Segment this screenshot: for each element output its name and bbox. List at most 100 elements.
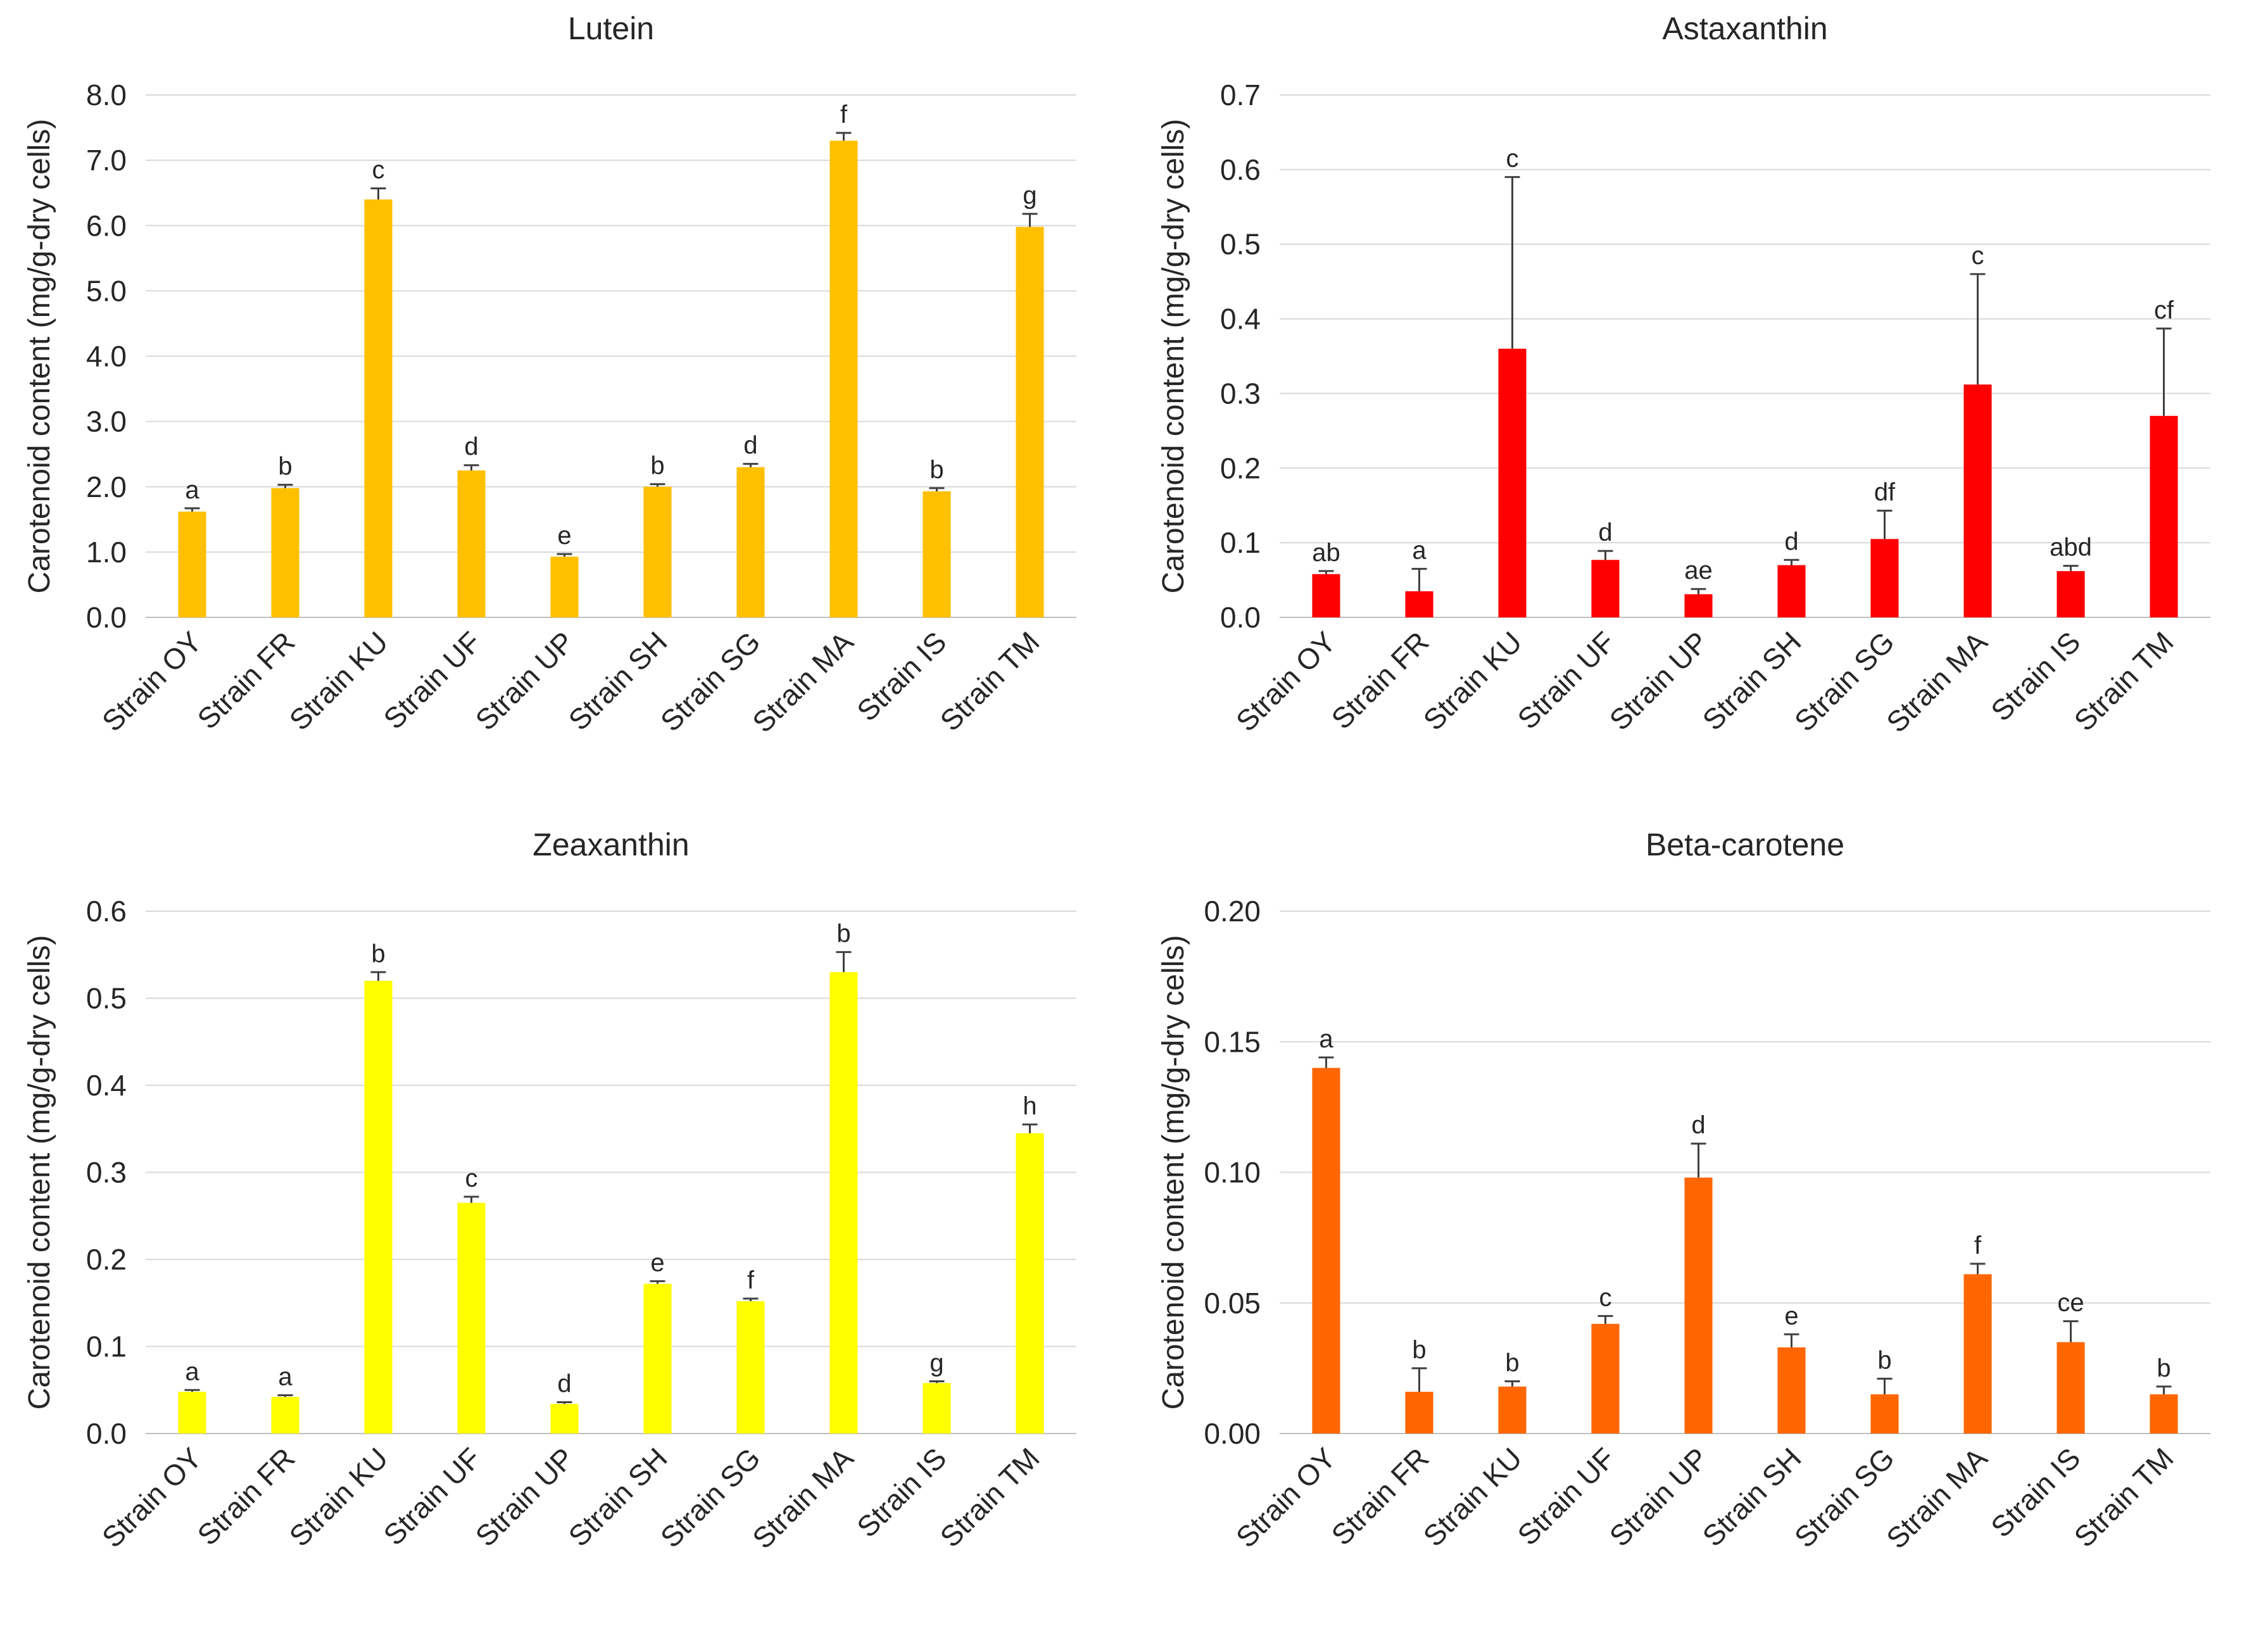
error-bar: [1691, 1142, 1706, 1178]
bar-strain-is: [923, 491, 951, 617]
error-bar: [2156, 1385, 2172, 1395]
y-tick-label: 0.5: [1220, 228, 1261, 261]
significance-label: b: [650, 452, 664, 480]
x-tick-label: Strain TM: [933, 625, 1045, 737]
x-tick-label: Strain UP: [469, 1441, 581, 1553]
bar-strain-tm: [1016, 227, 1044, 617]
significance-label: b: [2157, 1354, 2170, 1382]
chart-title: Zeaxanthin: [532, 827, 689, 862]
bar-strain-up: [1684, 594, 1713, 617]
x-tick-label: Strain UF: [1511, 1441, 1621, 1551]
bar-strain-ku: [364, 199, 393, 617]
x-tick-label: Strain OY: [96, 625, 208, 738]
x-tick-label: Strain KU: [1417, 625, 1528, 736]
bar-strain-sh: [643, 486, 672, 617]
error-bar: [1318, 1056, 1334, 1068]
significance-label: abd: [2050, 534, 2092, 562]
significance-label: a: [1319, 1025, 1333, 1053]
error-bar: [557, 553, 572, 557]
bar-strain-is: [923, 1383, 951, 1434]
x-tick-label: Strain MA: [1880, 625, 1994, 739]
significance-label: c: [1599, 1283, 1612, 1311]
error-bar: [1970, 1263, 1986, 1275]
y-tick-label: 5.0: [86, 274, 127, 307]
x-tick-label: Strain OY: [1230, 1441, 1342, 1554]
significance-label: b: [836, 920, 850, 948]
chart-title: Astaxanthin: [1662, 11, 1827, 46]
x-tick-label: Strain UP: [1603, 1441, 1715, 1553]
x-tick-label: Strain SG: [654, 625, 767, 738]
error-bar: [1411, 567, 1427, 591]
chart-lutein: Lutein Carotenoid content (mg/g-dry cells…: [23, 11, 1076, 739]
error-bar: [463, 1195, 479, 1203]
bar-strain-oy: [1312, 574, 1340, 617]
significance-label: f: [840, 101, 848, 129]
error-bar: [1877, 1377, 1893, 1395]
bar-strain-ku: [364, 981, 393, 1434]
significance-label: a: [185, 476, 199, 504]
error-bar: [1022, 1123, 1038, 1133]
bar-strain-uf: [1591, 560, 1620, 617]
x-tick-label: Strain OY: [96, 1441, 208, 1554]
bar-strain-ku: [1498, 348, 1527, 617]
y-tick-label: 0.3: [86, 1156, 127, 1189]
bar-strain-up: [1684, 1177, 1713, 1434]
significance-label: e: [650, 1249, 664, 1277]
y-tick-label: 1.0: [86, 536, 127, 569]
y-tick-label: 0.4: [1220, 303, 1261, 336]
bar-strain-ma: [1963, 384, 1992, 617]
chart-beta-carotene: Beta-carotene Carotenoid content (mg/g-dr…: [1157, 827, 2210, 1555]
significance-label: c: [372, 156, 385, 184]
y-tick-label: 0.3: [1220, 377, 1261, 410]
error-bar: [650, 1280, 665, 1284]
y-tick-label: 0.4: [86, 1069, 127, 1102]
error-bar: [1022, 213, 1038, 227]
significance-label: f: [747, 1266, 755, 1294]
error-bar: [1411, 1367, 1427, 1392]
significance-label: ab: [1312, 539, 1340, 567]
bar-strain-ku: [1498, 1386, 1527, 1434]
error-bar: [370, 971, 386, 981]
error-bar: [2156, 327, 2172, 416]
x-tick-label: Strain UF: [377, 625, 487, 735]
x-tick-label: Strain UP: [469, 625, 581, 736]
x-tick-label: Strain TM: [2067, 625, 2179, 737]
y-tick-label: 0.6: [86, 895, 127, 928]
panel-beta-carotene: Beta-carotene Carotenoid content (mg/g-dr…: [1134, 816, 2268, 1632]
y-tick-label: 0.00: [1204, 1417, 1261, 1450]
bar-strain-uf: [457, 470, 486, 617]
x-tick-label: Strain UF: [377, 1441, 487, 1551]
x-tick-label: Strain OY: [1230, 625, 1342, 738]
error-bar: [650, 483, 665, 487]
significance-label: e: [557, 522, 571, 550]
error-bar: [370, 187, 386, 199]
error-bar: [743, 463, 759, 467]
bar-strain-sh: [643, 1283, 672, 1434]
error-bar: [184, 507, 200, 512]
significance-label: d: [1691, 1111, 1705, 1139]
x-tick-label: Strain SH: [1696, 1441, 1808, 1553]
x-tick-label: Strain KU: [283, 1441, 394, 1553]
y-tick-label: 0.2: [1220, 451, 1261, 484]
significance-label: d: [1598, 519, 1612, 546]
bar-strain-sh: [1777, 565, 1806, 617]
significance-label: d: [557, 1370, 571, 1398]
y-tick-label: 0.0: [1220, 601, 1261, 634]
x-tick-label: Strain FR: [1325, 1441, 1435, 1551]
significance-label: d: [1784, 527, 1798, 555]
x-tick-label: Strain KU: [283, 625, 394, 736]
error-bar: [1784, 1333, 1799, 1347]
y-tick-label: 6.0: [86, 209, 127, 242]
bar-strain-sg: [1870, 539, 1899, 617]
error-bar: [463, 464, 479, 470]
significance-label: a: [1412, 536, 1427, 564]
panel-lutein: Lutein Carotenoid content (mg/g-dry cells…: [0, 0, 1134, 816]
error-bar: [1970, 273, 1986, 385]
bar-strain-is: [2057, 1342, 2085, 1434]
error-bar: [929, 487, 945, 491]
y-tick-label: 0.20: [1204, 895, 1261, 928]
y-tick-label: 0.05: [1204, 1287, 1261, 1320]
x-tick-label: Strain SG: [654, 1441, 767, 1554]
x-tick-label: Strain MA: [1880, 1441, 1994, 1555]
